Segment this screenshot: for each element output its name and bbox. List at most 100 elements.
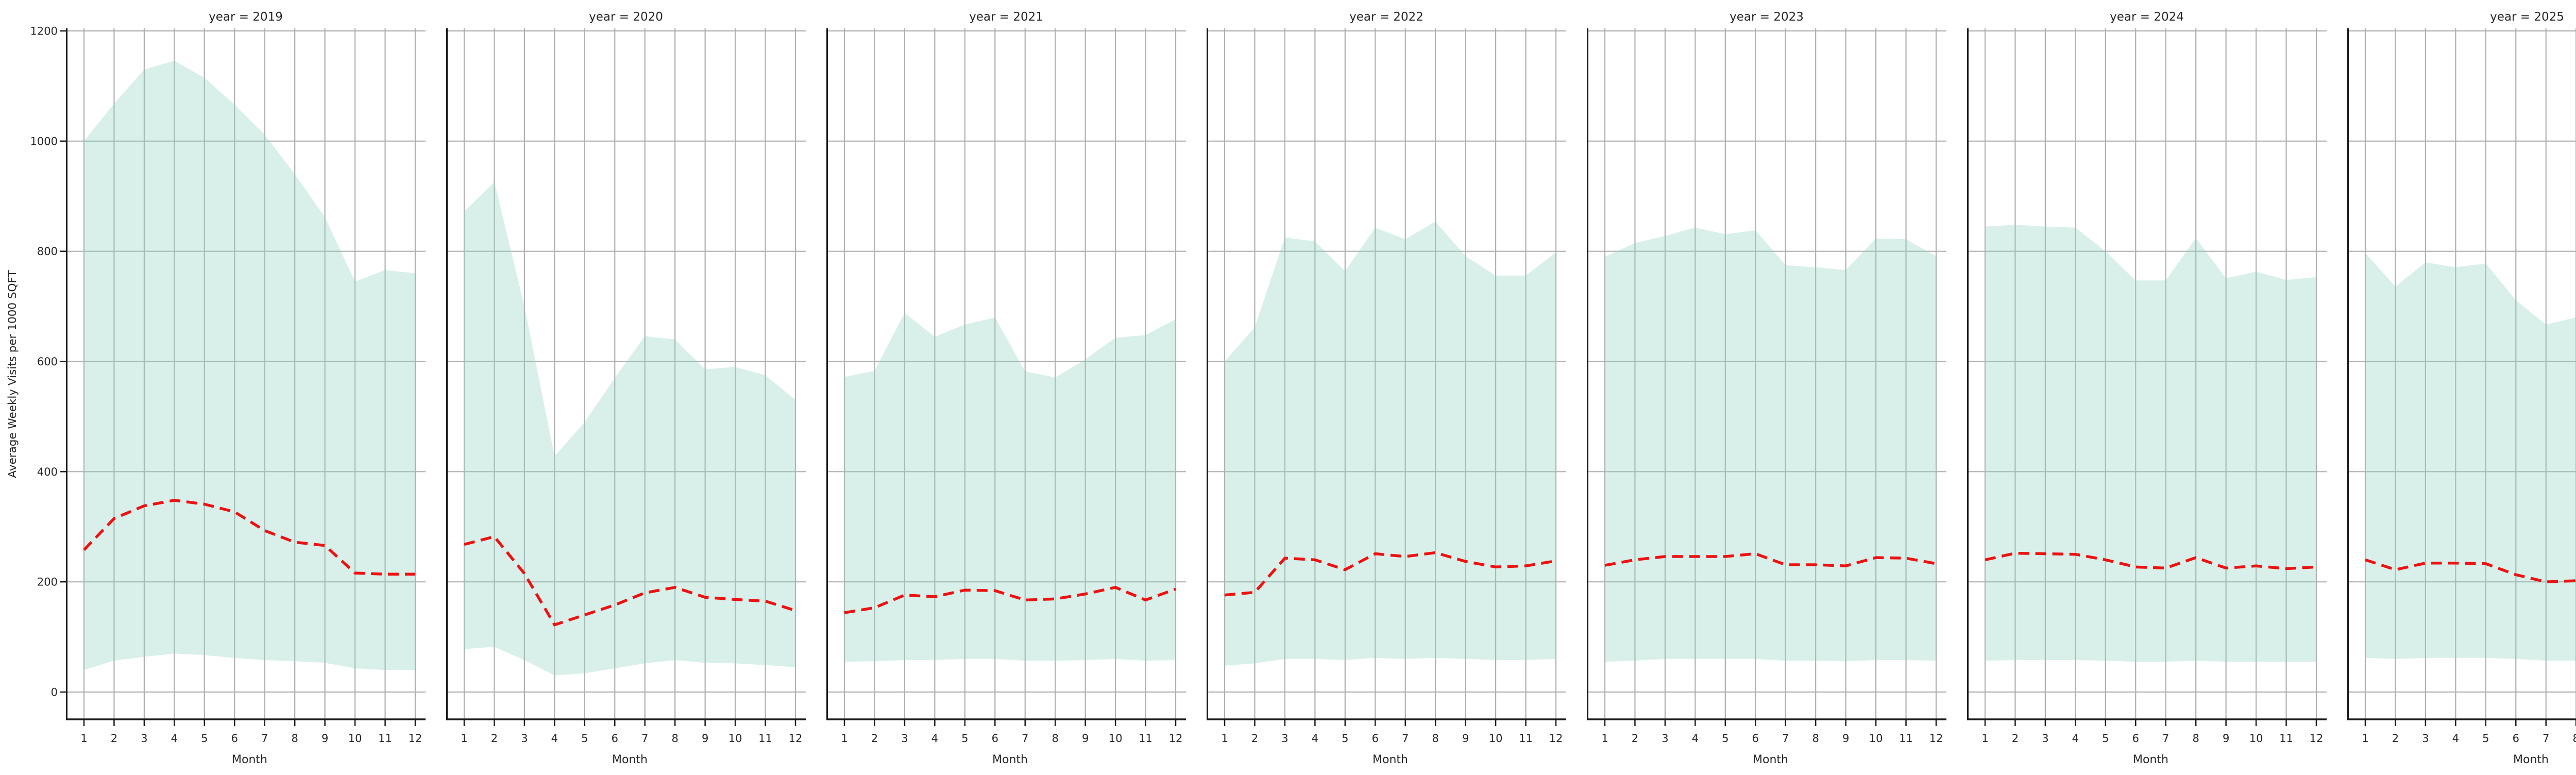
x-tick-label: 5 [1342, 732, 1348, 745]
gridlines [826, 28, 1186, 719]
gridlines [1587, 28, 1946, 719]
x-tick-label: 7 [2543, 732, 2549, 745]
percentile-band [1225, 221, 1556, 666]
x-tick-label: 12 [1929, 732, 1943, 745]
median-line [1224, 551, 1556, 597]
x-tick-label: 8 [2572, 732, 2576, 745]
facet-title: year = 2024 [2110, 10, 2184, 24]
facet-panel-2023: 1 2 3 4 5 6 7 8 9 10 11 12 Month year = 2023 [1587, 0, 1946, 773]
gridlines [1207, 28, 1566, 719]
x-tick-label: 5 [2102, 732, 2109, 745]
x-tick-label: 9 [1462, 732, 1469, 745]
x-tick-label: 9 [2223, 732, 2229, 745]
y-tick-label: 200 [37, 576, 58, 588]
x-tick-label: 9 [1082, 732, 1089, 745]
x-tick-label: 12 [409, 732, 422, 745]
median-line [844, 586, 1176, 614]
x-tick-label: 7 [261, 732, 268, 745]
median-line [1985, 551, 2317, 570]
x-tick-label: 1 [80, 732, 87, 745]
x-tick-label: 2 [871, 732, 878, 745]
facet-panel-2021: 1 2 3 4 5 6 7 8 9 10 11 12 Month year = 2021 [826, 0, 1186, 773]
median-line [2365, 558, 2576, 583]
x-axis-label: Month [612, 753, 648, 766]
x-tick-label: 4 [551, 732, 558, 745]
x-tick-label: 3 [141, 732, 147, 745]
gridlines [2347, 28, 2576, 719]
x-axis-label: Month [1753, 753, 1788, 766]
x-tick-label: 4 [1692, 732, 1699, 745]
x-tick-label: 10 [1109, 732, 1123, 745]
x-tick-label: 10 [1869, 732, 1883, 745]
x-tick-label: 12 [2310, 732, 2324, 745]
x-tick-label: 1 [2362, 732, 2368, 745]
x-tick-label: 6 [1372, 732, 1379, 745]
x-tick-label: 8 [1432, 732, 1438, 745]
x-tick-label: 10 [348, 732, 362, 745]
x-tick-label: 8 [1052, 732, 1058, 745]
x-tick-label: 1 [1221, 732, 1228, 745]
facet-title: year = 2022 [1349, 10, 1423, 24]
x-tick-label: 6 [231, 732, 238, 745]
x-tick-label: 5 [2482, 732, 2489, 745]
x-tick-label: 7 [1402, 732, 1409, 745]
facet-title: year = 2025 [2490, 10, 2564, 24]
x-tick-label: 11 [1519, 732, 1533, 745]
x-tick-label: 8 [1812, 732, 1819, 745]
x-tick-label: 2 [1251, 732, 1258, 745]
facet-panel-2024: 1 2 3 4 5 6 7 8 9 10 11 12 Month year = 2024 [1967, 0, 2327, 773]
percentile-band [844, 313, 1176, 662]
x-tick-label: 11 [758, 732, 772, 745]
x-tick-label: 4 [2452, 732, 2459, 745]
y-tick-label: 1000 [30, 135, 58, 147]
x-tick-label: 2 [1632, 732, 1638, 745]
x-tick-label: 2 [491, 732, 498, 745]
x-axis-label: Month [1372, 753, 1408, 766]
x-tick-label: 7 [641, 732, 648, 745]
x-tick-label: 8 [671, 732, 678, 745]
percentile-band [2365, 252, 2576, 661]
x-tick-label: 1 [1981, 732, 1988, 745]
x-axis-label: Month [2133, 753, 2168, 766]
x-tick-label: 5 [1722, 732, 1728, 745]
x-tick-label: 4 [171, 732, 178, 745]
x-tick-label: 9 [1842, 732, 1849, 745]
x-tick-label: 6 [992, 732, 998, 745]
median-line [464, 535, 796, 627]
x-tick-label: 10 [2249, 732, 2263, 745]
x-tick-label: 10 [1489, 732, 1503, 745]
x-tick-label: 12 [789, 732, 803, 745]
x-tick-label: 2 [111, 732, 117, 745]
percentile-band [84, 60, 415, 670]
x-tick-label: 8 [2192, 732, 2199, 745]
percentile-band [1985, 225, 2316, 662]
x-tick-label: 1 [1601, 732, 1608, 745]
facet-panel-2020: 1 2 3 4 5 6 7 8 9 10 11 12 Month year = 2020 [446, 0, 806, 773]
y-tick-label: 800 [37, 245, 58, 258]
x-tick-label: 4 [931, 732, 938, 745]
x-tick-label: 12 [1169, 732, 1183, 745]
y-tick-label: 1200 [30, 25, 58, 38]
x-axis-label: Month [2513, 753, 2549, 766]
x-tick-label: 11 [1899, 732, 1913, 745]
x-tick-label: 3 [2422, 732, 2429, 745]
x-tick-label: 12 [1549, 732, 1563, 745]
x-tick-label: 11 [378, 732, 392, 745]
gridlines [66, 28, 426, 719]
x-tick-label: 1 [461, 732, 467, 745]
facet-title: year = 2019 [209, 10, 283, 24]
y-tick-label: 600 [37, 356, 58, 368]
x-tick-label: 5 [201, 732, 208, 745]
x-tick-label: 7 [1782, 732, 1789, 745]
percentile-band [464, 182, 795, 676]
facet-title: year = 2023 [1730, 10, 1804, 24]
x-tick-label: 7 [2162, 732, 2169, 745]
x-tick-label: 6 [1752, 732, 1759, 745]
x-tick-label: 11 [1139, 732, 1153, 745]
facet-title: year = 2020 [589, 10, 663, 24]
gridlines [446, 28, 806, 719]
x-tick-label: 10 [728, 732, 742, 745]
facet-panel-2022: 1 2 3 4 5 6 7 8 9 10 11 12 Month year = 2022 [1207, 0, 1566, 773]
